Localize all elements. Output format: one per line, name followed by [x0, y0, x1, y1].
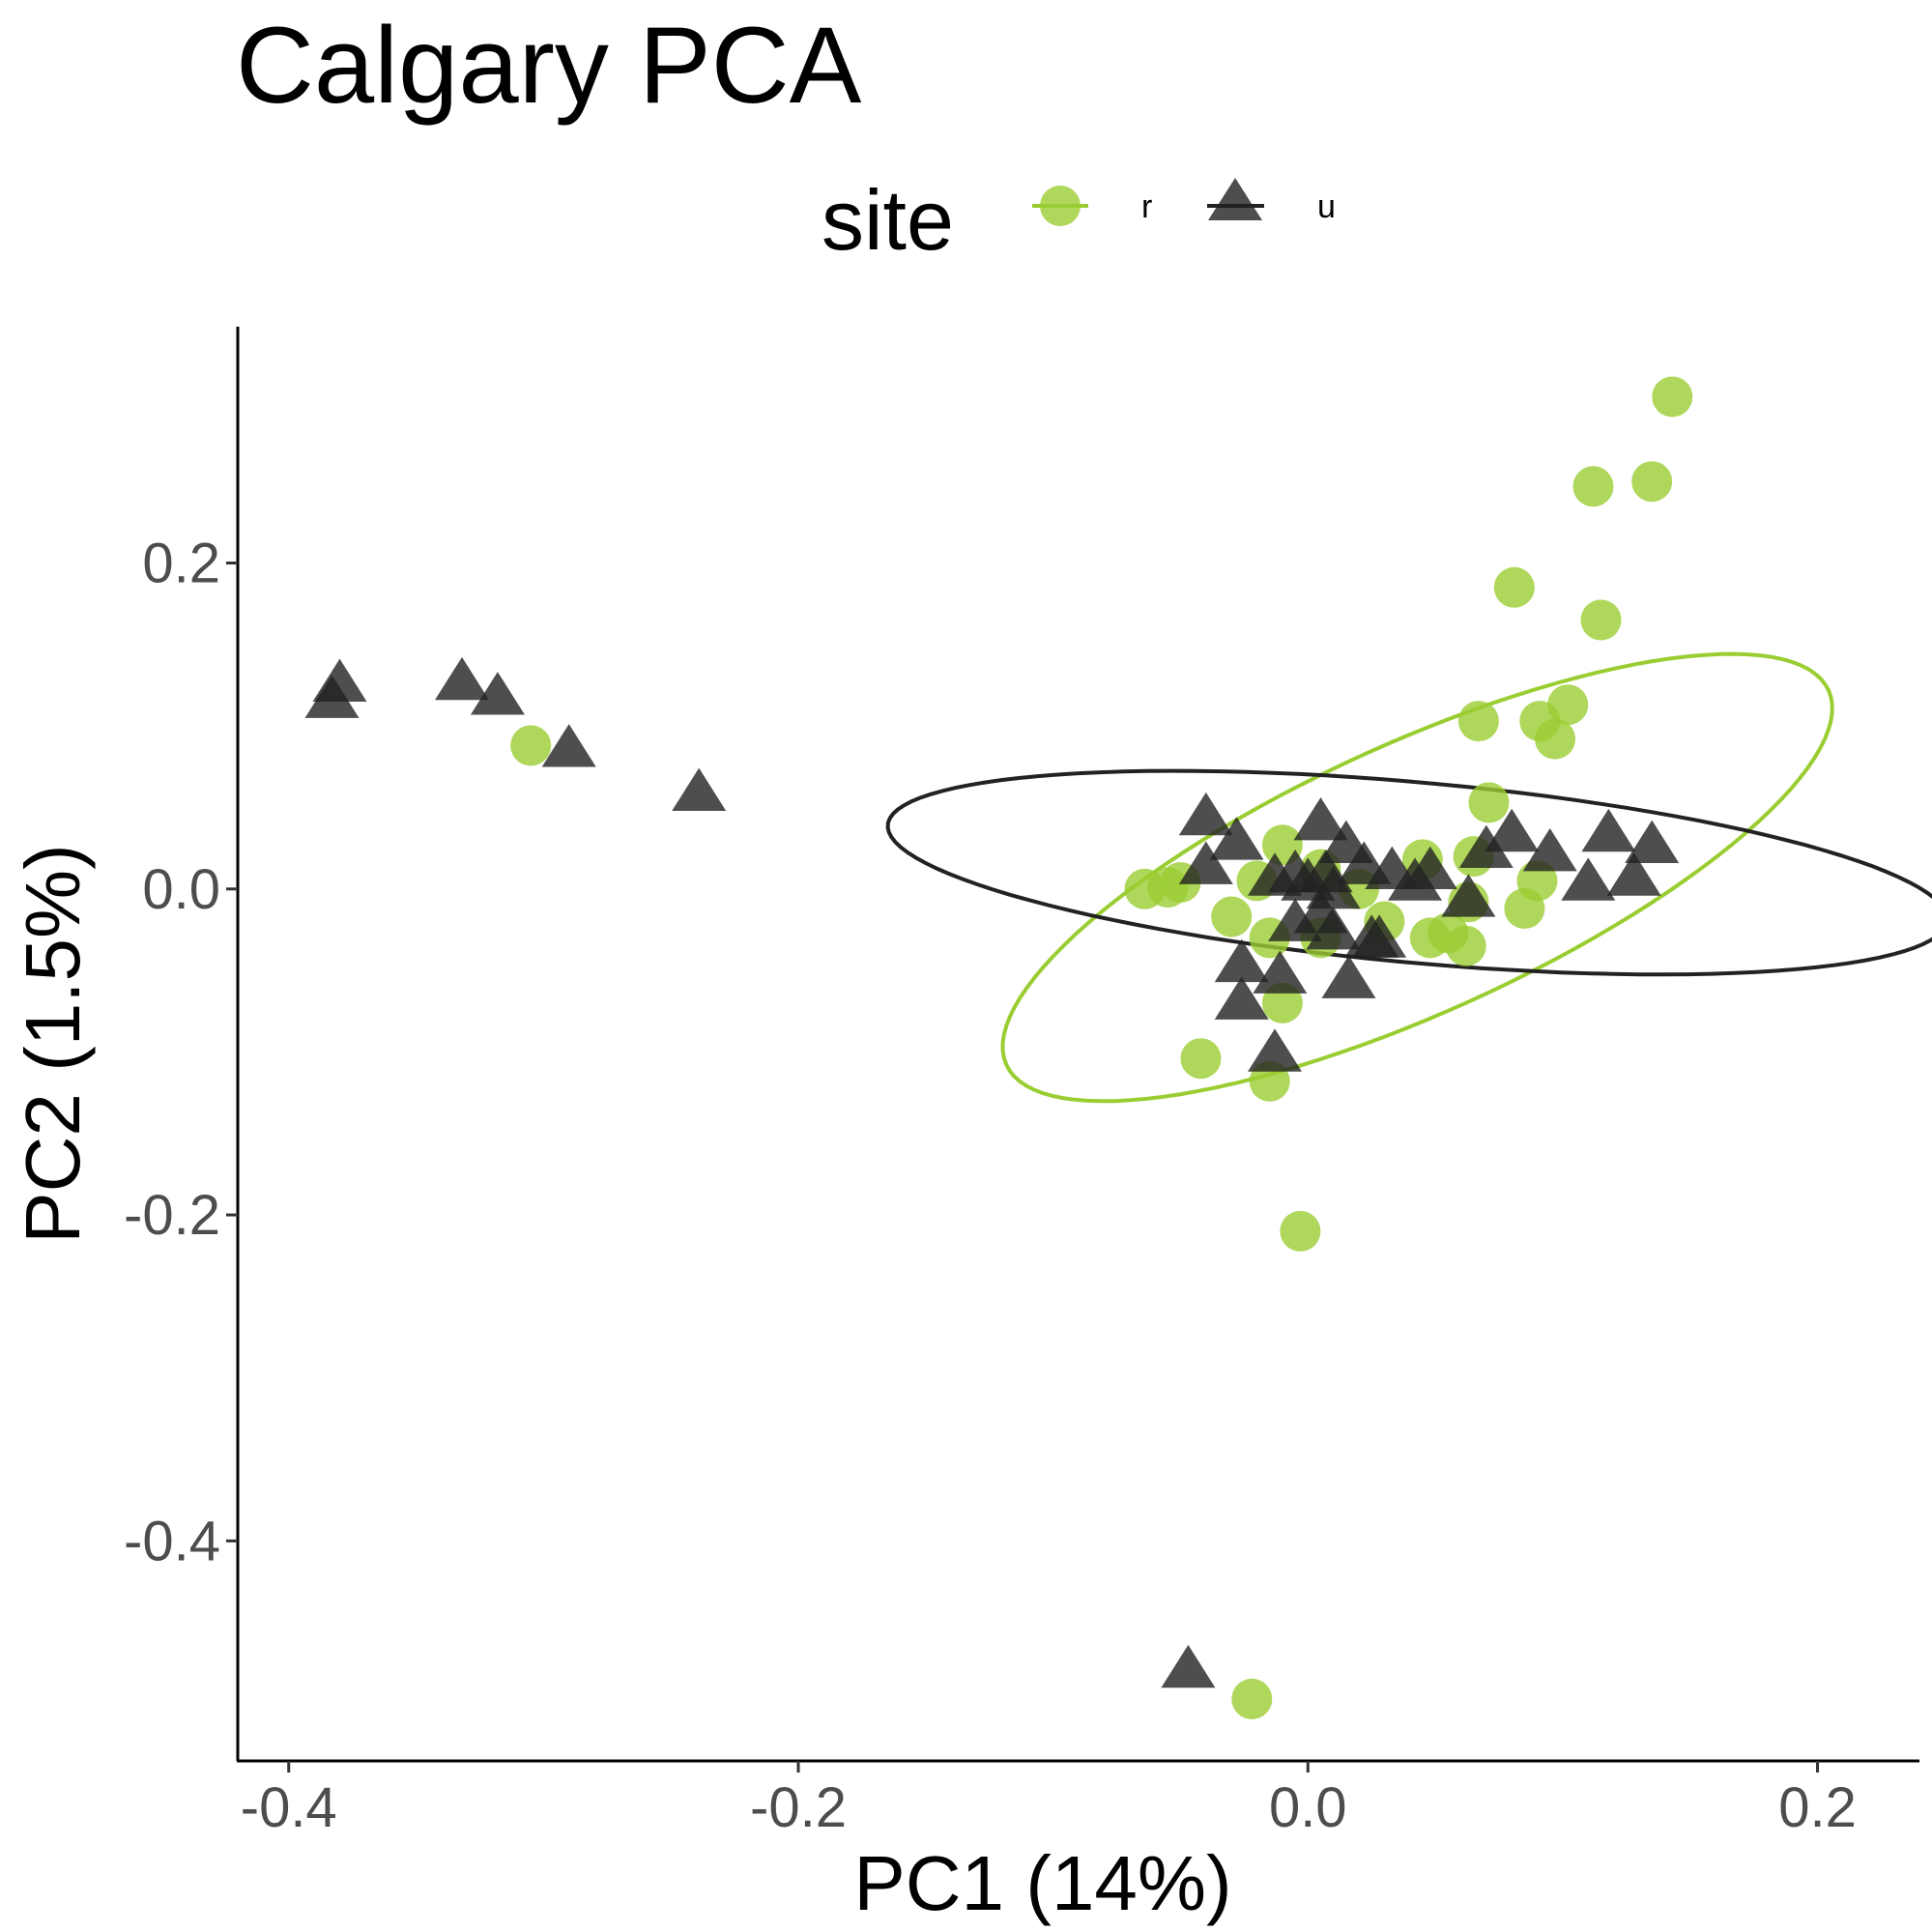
point-r	[1280, 1210, 1321, 1252]
x-tick-label: 0.0	[1269, 1776, 1347, 1839]
point-r	[1180, 1038, 1222, 1080]
point-r	[1493, 566, 1535, 608]
point-u	[1625, 820, 1680, 863]
point-u	[1209, 817, 1264, 860]
point-u	[1458, 824, 1514, 868]
x-tick-label: -0.2	[750, 1776, 847, 1839]
point-r	[1457, 701, 1499, 742]
point-u	[1485, 808, 1540, 852]
point-u	[1268, 898, 1323, 941]
point-u	[1253, 950, 1308, 994]
y-tick-label: -0.4	[124, 1510, 220, 1572]
point-r	[1211, 896, 1253, 937]
y-tick-label: -0.2	[124, 1184, 220, 1247]
y-axis-ticks: -0.4 -0.2 0.0 0.2	[124, 533, 238, 1572]
point-u	[1581, 808, 1636, 852]
x-tick-label: 0.2	[1778, 1776, 1857, 1839]
legend-label-r: r	[1141, 188, 1152, 225]
point-r	[1631, 461, 1673, 503]
point-u	[1161, 1644, 1216, 1688]
point-u	[1321, 955, 1376, 998]
point-u	[541, 724, 596, 767]
x-axis-title: PC1 (14%)	[853, 1840, 1231, 1926]
y-axis-title: PC2 (1.5%)	[10, 844, 96, 1243]
point-r	[1652, 376, 1693, 418]
point-u	[1214, 938, 1269, 983]
y-tick-label: 0.2	[142, 533, 220, 595]
point-u	[1522, 828, 1577, 872]
x-tick-label: -0.4	[241, 1776, 337, 1839]
point-u	[1298, 849, 1353, 893]
point-r	[1572, 466, 1614, 507]
point-r	[1504, 888, 1545, 929]
legend: site r u	[822, 172, 1336, 268]
point-r	[1468, 782, 1510, 823]
point-u	[1306, 907, 1361, 950]
point-u	[304, 675, 360, 718]
legend-key-r-circle	[1040, 186, 1081, 226]
legend-title: site	[822, 172, 954, 268]
data-points	[304, 376, 1693, 1719]
ellipse-u	[885, 768, 1932, 977]
point-u	[1178, 792, 1233, 836]
point-u	[672, 767, 727, 811]
point-u	[1388, 857, 1442, 901]
point-u	[1352, 914, 1407, 958]
point-u	[1178, 841, 1233, 884]
x-axis-ticks: -0.4 -0.2 0.0 0.2	[241, 1761, 1857, 1839]
point-r	[1535, 718, 1575, 760]
point-u	[1561, 857, 1616, 901]
point-r	[510, 725, 552, 766]
point-u	[1441, 874, 1496, 917]
point-u	[470, 672, 525, 715]
point-u	[1606, 852, 1661, 896]
point-r	[1580, 599, 1622, 641]
point-u	[1248, 1028, 1302, 1072]
chart-title: Calgary PCA	[236, 5, 862, 126]
point-r	[1445, 925, 1486, 966]
point-u	[435, 656, 489, 701]
point-u	[1293, 797, 1348, 841]
y-tick-label: 0.0	[142, 858, 220, 921]
legend-key-u-triangle	[1208, 178, 1262, 220]
confidence-ellipses	[885, 651, 1932, 1104]
ellipse-r	[1000, 651, 1834, 1104]
legend-label-u: u	[1317, 188, 1336, 225]
point-r	[1231, 1678, 1273, 1719]
point-u	[1214, 976, 1269, 1020]
